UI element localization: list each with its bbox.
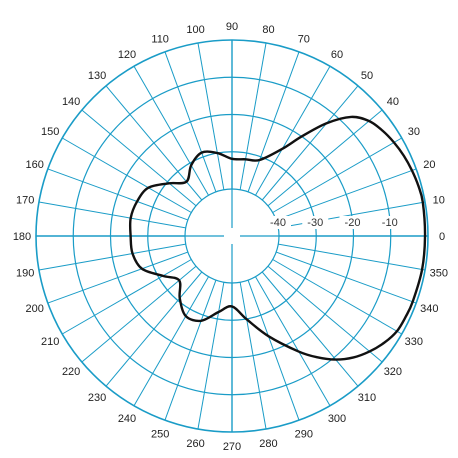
- angle-tick-label: 220: [62, 366, 80, 378]
- angle-tick-label: 110: [151, 34, 169, 46]
- angle-tick-label: 310: [358, 392, 376, 404]
- center-disc: [186, 190, 278, 282]
- angle-tick-label: 80: [262, 24, 274, 36]
- radial-tick-label: -30: [307, 217, 323, 229]
- angle-tick-label: 10: [433, 195, 445, 207]
- angle-tick-label: 240: [118, 413, 136, 425]
- grid-spoke: [133, 276, 209, 406]
- angle-tick-label: 150: [41, 126, 59, 138]
- radiation-pattern: [128, 115, 427, 361]
- radial-tick-label: -20: [345, 217, 361, 229]
- angle-tick-label: 120: [118, 49, 136, 61]
- grid-spoke: [261, 271, 359, 387]
- angle-tick-label: 230: [88, 392, 106, 404]
- grid-spoke: [197, 282, 225, 430]
- angle-tick-label: 330: [405, 336, 423, 348]
- polar-grid: [35, 39, 429, 433]
- grid-spoke: [261, 85, 359, 201]
- center-axes: [185, 189, 279, 283]
- angle-tick-label: 70: [298, 34, 310, 46]
- grid-spoke: [255, 66, 331, 196]
- grid-spoke: [247, 279, 300, 421]
- angle-tick-label: 100: [186, 24, 204, 36]
- grid-spoke: [267, 109, 383, 207]
- angle-tick-label: 340: [420, 303, 438, 315]
- grid-spoke: [272, 259, 402, 335]
- grid-spoke: [247, 51, 300, 193]
- radial-tick-label: -40: [270, 217, 286, 229]
- grid-spoke: [62, 259, 192, 335]
- grid-spoke: [38, 243, 186, 271]
- grid-spoke: [164, 51, 217, 193]
- grid-spoke: [105, 271, 203, 387]
- grid-spoke: [255, 276, 331, 406]
- angle-tick-label: 30: [408, 126, 420, 138]
- radial-tick-label: -10: [382, 217, 398, 229]
- pattern-trace-line: [128, 115, 427, 361]
- angle-tick-label: 170: [16, 195, 34, 207]
- grid-spoke: [197, 42, 225, 190]
- angle-tick-label: 20: [423, 159, 435, 171]
- angle-tick-label: 290: [295, 428, 313, 440]
- radial-tick-label-bg: [265, 216, 291, 229]
- angle-tick-label: 0: [439, 231, 445, 243]
- grid-spoke: [62, 137, 192, 213]
- grid-spoke: [272, 137, 402, 213]
- angle-tick-label: 250: [151, 428, 169, 440]
- angle-tick-label: 260: [186, 438, 204, 450]
- grid-spoke: [278, 243, 426, 271]
- grid-spoke: [38, 201, 186, 229]
- angle-tick-label: 320: [384, 366, 402, 378]
- grid-spoke: [133, 66, 209, 196]
- radial-tick-label-bg: [302, 216, 329, 229]
- grid-spoke: [239, 282, 267, 430]
- angle-tick-label: 300: [328, 413, 346, 425]
- radial-tick-label-bg: [339, 216, 366, 229]
- grid-spoke: [81, 265, 197, 363]
- angle-tick-label: 160: [25, 159, 43, 171]
- angle-tick-label: 130: [88, 70, 106, 82]
- radial-tick-labels: -10 -20 -30 -40: [265, 216, 403, 229]
- angle-tick-label: 60: [331, 49, 343, 61]
- grid-spoke: [47, 251, 189, 304]
- radial-tick-label-bg: [376, 216, 403, 229]
- angle-tick-label: 40: [387, 96, 399, 108]
- angle-tick-label: 50: [361, 70, 373, 82]
- angle-tick-label: 90: [226, 21, 238, 33]
- angle-tick-label: 190: [16, 267, 34, 279]
- angle-tick-label: 200: [25, 303, 43, 315]
- grid-spoke: [164, 279, 217, 421]
- grid-spoke: [239, 42, 267, 190]
- grid-spoke: [47, 168, 189, 221]
- angle-tick-label: 210: [41, 336, 59, 348]
- angle-tick-label: 280: [259, 438, 277, 450]
- angle-tick-label: 140: [62, 96, 80, 108]
- grid-spoke: [275, 251, 417, 304]
- angle-tick-labels: 0 10 20 30 40 50 60 70 80 90 100 110 120 130 140 150 160…: [13, 21, 448, 453]
- angle-tick-label: 180: [13, 231, 31, 243]
- angle-tick-label: 350: [430, 267, 448, 279]
- grid-spoke: [267, 265, 383, 363]
- grid-spoke: [81, 109, 197, 207]
- angle-tick-label: 270: [223, 441, 241, 453]
- grid-spoke: [275, 168, 417, 221]
